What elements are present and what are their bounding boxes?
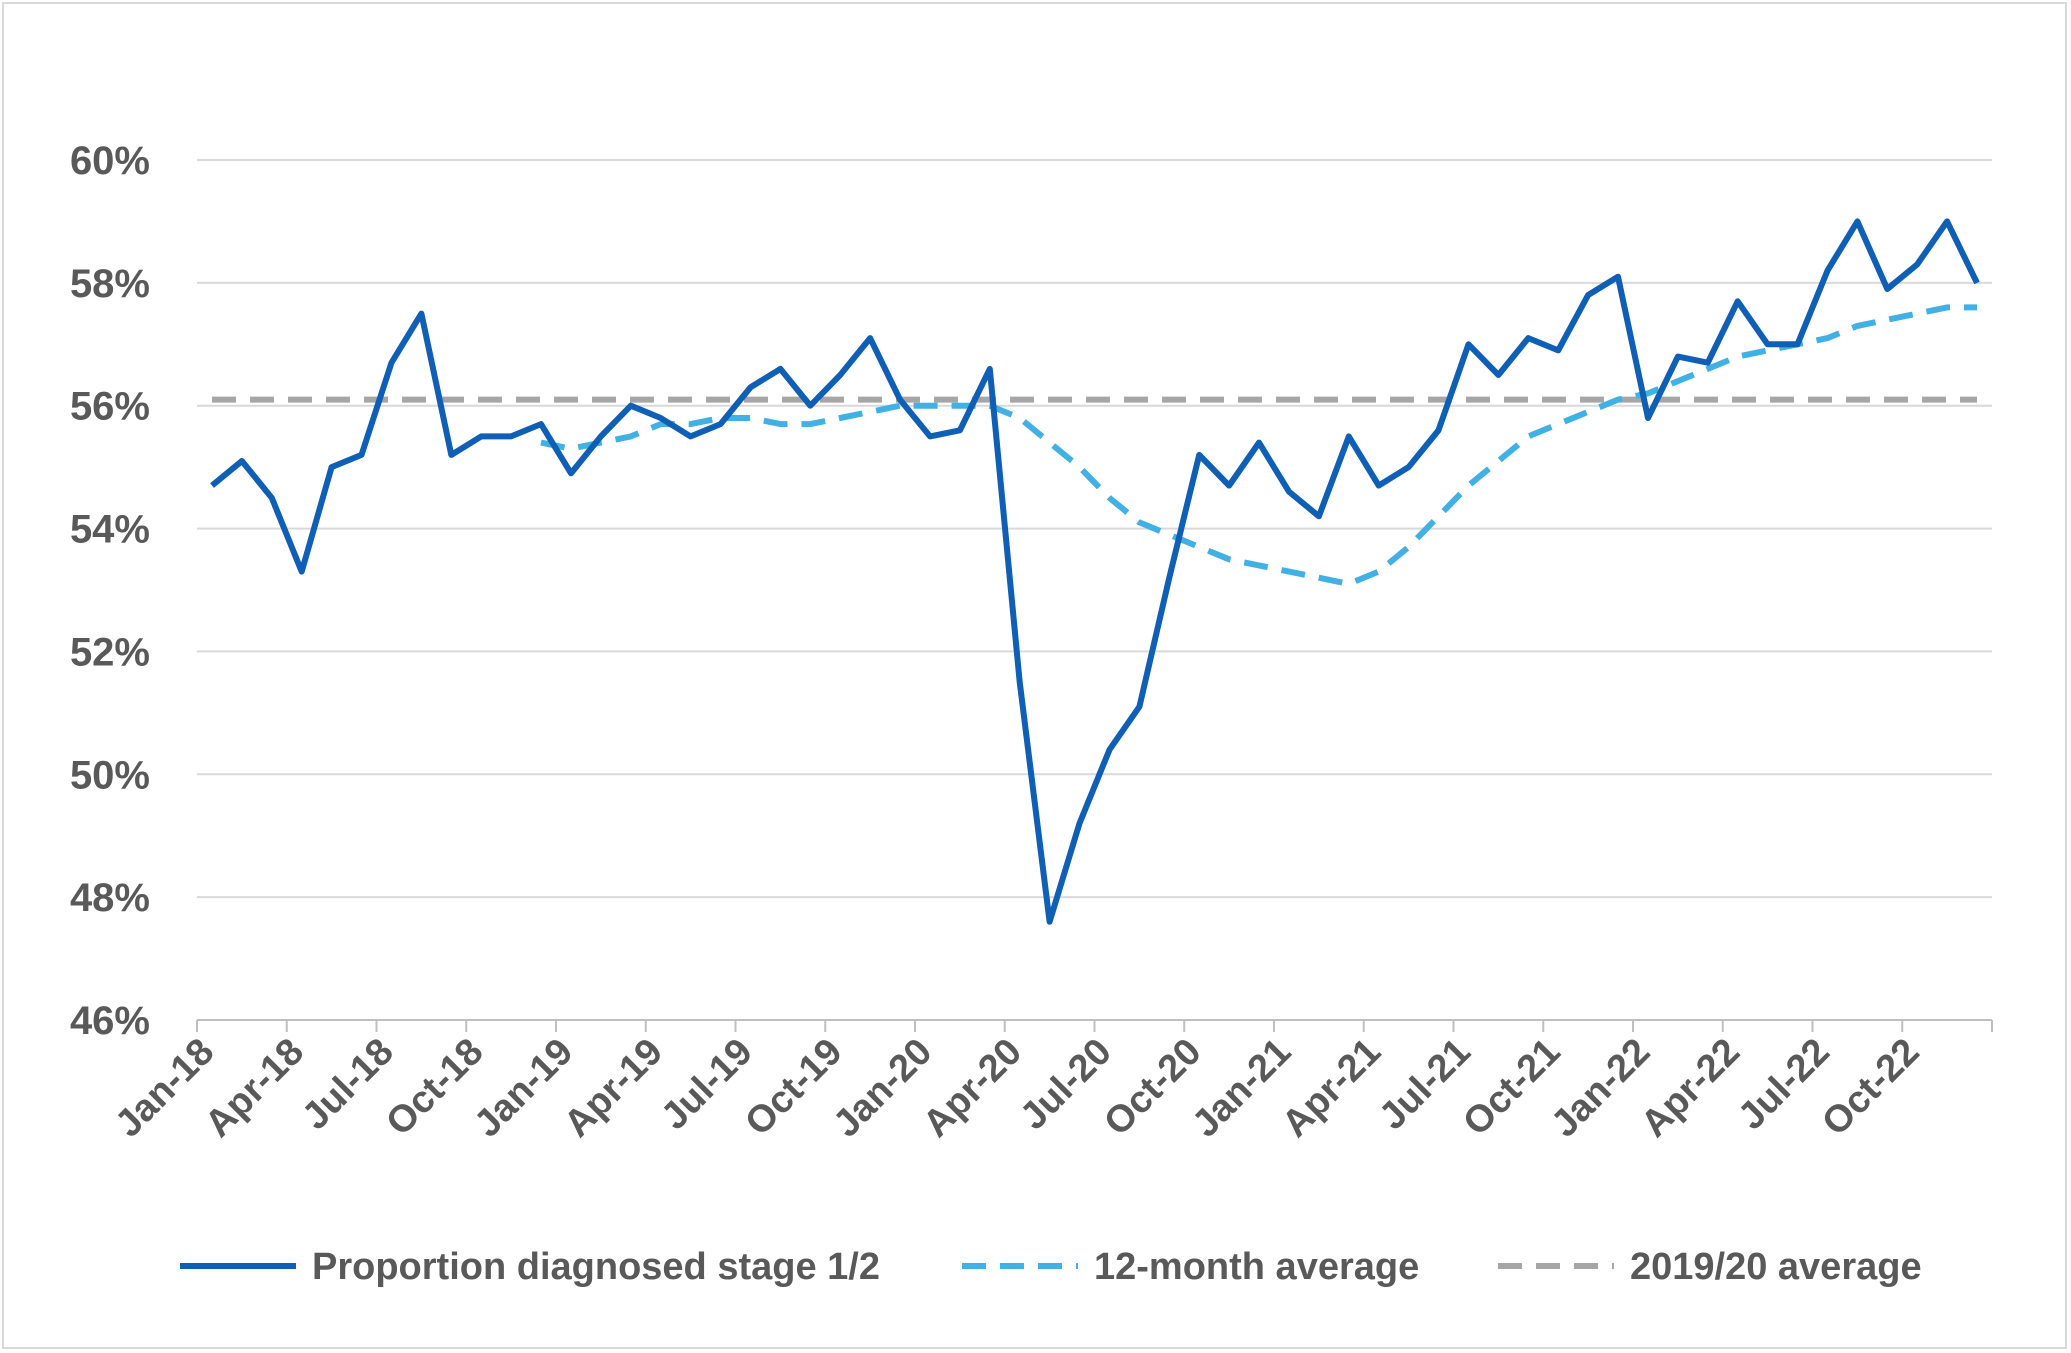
x-tick-label: Oct-21 xyxy=(1455,1031,1568,1144)
y-tick-label: 46% xyxy=(70,999,150,1043)
series-layer xyxy=(210,218,1980,925)
x-tick-label: Oct-20 xyxy=(1096,1031,1209,1144)
x-tick-label: Oct-22 xyxy=(1814,1031,1927,1144)
legend-label: Proportion diagnosed stage 1/2 xyxy=(312,1246,880,1288)
y-tick-label: 54% xyxy=(70,508,150,552)
x-tick-label: Apr-19 xyxy=(556,1031,671,1146)
x-tick-label: Apr-21 xyxy=(1274,1031,1389,1146)
x-axis-tick-labels: Jan-18Apr-18Jul-18Oct-18Jan-19Apr-19Jul-… xyxy=(107,1031,1927,1146)
x-tick-label: Oct-18 xyxy=(378,1031,491,1144)
x-tick-label: Jan-19 xyxy=(466,1031,581,1146)
x-tick-label: Apr-22 xyxy=(1633,1031,1748,1146)
y-tick-label: 56% xyxy=(70,385,150,429)
y-axis-tick-labels: 46% 48% 50% 52% 54% 56% 58% 60% xyxy=(70,139,150,1043)
series-line-stage-1-2 xyxy=(210,218,1980,925)
series-line-12-month-average xyxy=(540,304,1977,587)
y-tick-label: 52% xyxy=(70,630,150,674)
y-tick-label: 58% xyxy=(70,262,150,306)
y-tick-label: 50% xyxy=(70,753,150,797)
x-tick-label: Jan-21 xyxy=(1184,1031,1299,1146)
x-tick-label: Oct-19 xyxy=(737,1031,850,1144)
y-tick-label: 48% xyxy=(70,876,150,920)
x-tick-label: Apr-20 xyxy=(915,1031,1030,1146)
x-tick-label: Jan-18 xyxy=(107,1031,222,1146)
legend: Proportion diagnosed stage 1/2 12-month a… xyxy=(180,1246,1922,1288)
x-tick-label: Apr-18 xyxy=(197,1031,312,1146)
x-tick-label: Jan-20 xyxy=(825,1031,940,1146)
gridlines xyxy=(197,159,1992,899)
legend-label: 12-month average xyxy=(1094,1246,1419,1288)
x-tick-label: Jan-22 xyxy=(1543,1031,1658,1146)
legend-label: 2019/20 average xyxy=(1630,1246,1922,1288)
y-tick-label: 60% xyxy=(70,139,150,183)
x-axis xyxy=(196,1019,1993,1032)
